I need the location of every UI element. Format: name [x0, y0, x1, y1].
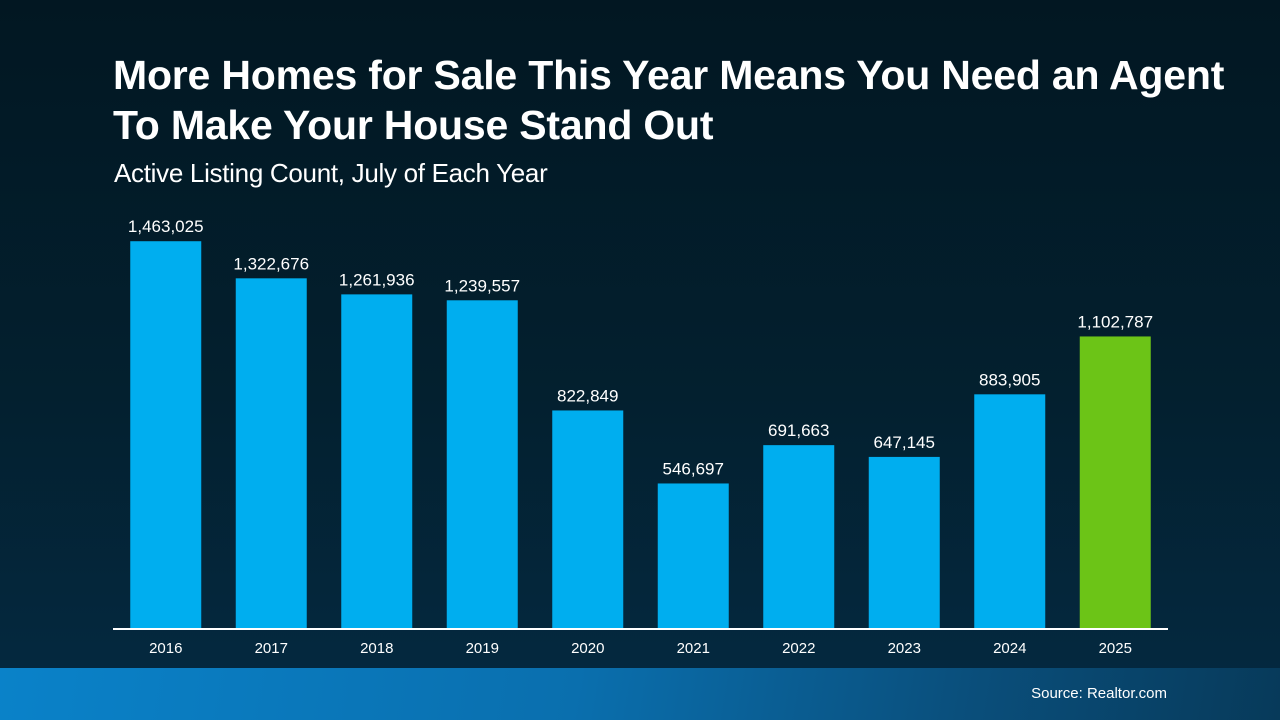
chart-title: More Homes for Sale This Year Means You …	[113, 52, 1225, 148]
bar-2016	[130, 241, 202, 628]
bar-2018	[341, 294, 413, 628]
bar-2023	[868, 456, 940, 628]
bar-2024	[974, 394, 1046, 628]
x-tick-label: 2017	[255, 640, 288, 657]
x-tick-label: 2022	[782, 640, 815, 657]
x-tick-label: 2021	[677, 640, 710, 657]
data-label: 1,322,676	[233, 254, 309, 273]
x-tick-label: 2019	[466, 640, 499, 657]
data-label: 822,849	[557, 386, 618, 405]
x-tick-label: 2016	[149, 640, 182, 657]
x-tick-label: 2024	[993, 640, 1026, 657]
x-tick-label: 2023	[888, 640, 921, 657]
bar-2021	[657, 483, 729, 628]
data-label: 1,463,025	[128, 217, 204, 236]
data-label: 1,102,787	[1077, 312, 1153, 331]
bar-2019	[446, 300, 518, 628]
bar-2022	[763, 445, 835, 628]
data-label: 546,697	[663, 459, 724, 478]
x-tick-label: 2025	[1099, 640, 1132, 657]
data-label: 1,239,557	[444, 276, 520, 295]
source-note: Source: Realtor.com	[1031, 685, 1167, 702]
x-tick-label: 2020	[571, 640, 604, 657]
bar-2025	[1079, 336, 1151, 628]
bar-2017	[235, 278, 307, 628]
data-label: 1,261,936	[339, 270, 415, 289]
x-tick-label: 2018	[360, 640, 393, 657]
data-label: 691,663	[768, 421, 829, 440]
footer-band: Source: Realtor.com	[0, 668, 1280, 720]
data-label: 647,145	[874, 433, 935, 452]
bar-chart: 1,463,025 2016 1,322,676 2017 1,261,936 2018 1…	[128, 217, 1153, 657]
data-label: 883,905	[979, 370, 1040, 389]
bar-2020	[552, 410, 624, 628]
chart-subtitle: Active Listing Count, July of Each Year	[114, 158, 548, 188]
